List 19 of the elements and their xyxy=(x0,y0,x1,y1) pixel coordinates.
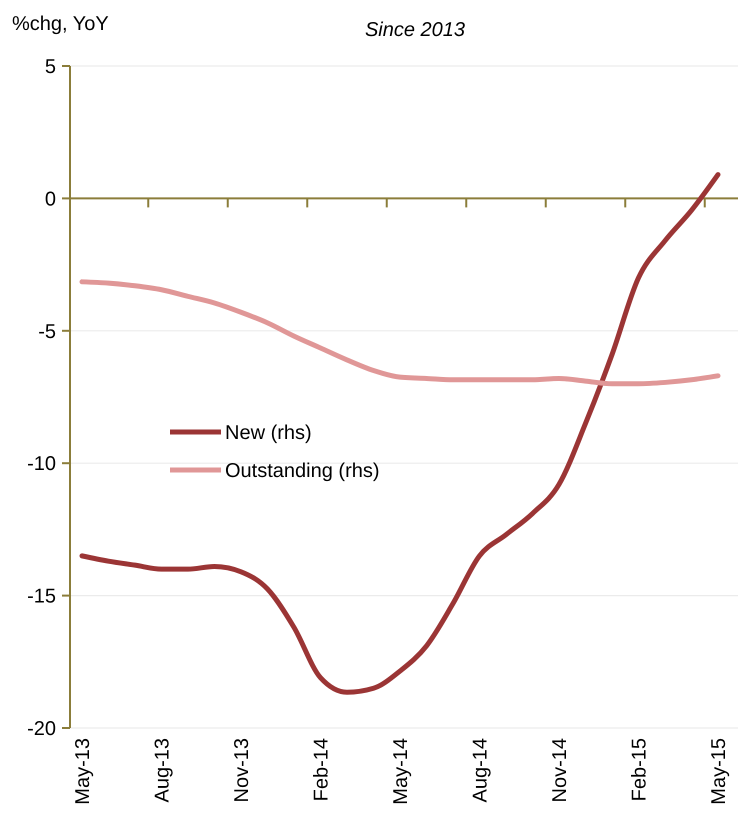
legend-label: New (rhs) xyxy=(225,422,312,444)
x-tick-label: Aug-14 xyxy=(470,738,492,802)
x-tick-label: Aug-13 xyxy=(152,738,174,802)
x-tick-label: May-14 xyxy=(390,738,412,805)
y-tick-label: 5 xyxy=(44,56,56,78)
y-tick-label: -10 xyxy=(27,453,56,476)
y-axis-title: %chg, YoY xyxy=(12,13,109,35)
x-tick-label: Nov-14 xyxy=(549,738,571,802)
y-tick-label: -20 xyxy=(27,718,56,740)
x-tick-label: Nov-13 xyxy=(231,738,253,802)
y-tick-label: -15 xyxy=(27,586,56,608)
chart-title: Since 2013 xyxy=(364,19,466,41)
x-tick-label: Feb-14 xyxy=(310,738,332,802)
legend-label: Outstanding (rhs) xyxy=(225,460,380,482)
x-tick-label: May-13 xyxy=(72,738,94,805)
x-tick-label: May-15 xyxy=(708,738,730,805)
x-tick-label: Feb-15 xyxy=(628,738,650,802)
y-tick-label: 0 xyxy=(44,188,56,210)
y-tick-label: -5 xyxy=(38,320,56,343)
